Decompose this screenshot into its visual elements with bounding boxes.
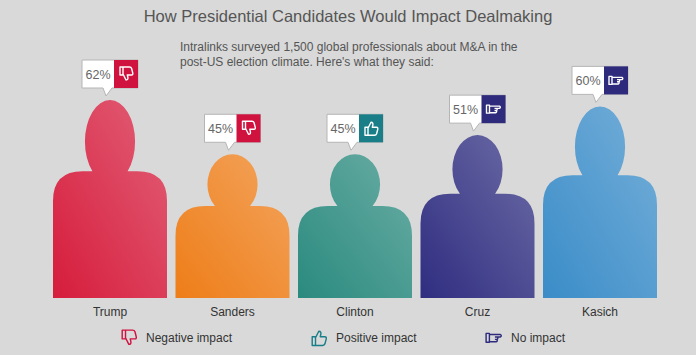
legend-label: Negative impact bbox=[146, 331, 233, 345]
legend-item: Positive impact bbox=[312, 331, 417, 346]
data-label: 51% bbox=[453, 103, 478, 117]
candidate-silhouette bbox=[176, 154, 290, 298]
data-label: 45% bbox=[208, 122, 233, 136]
category-label: Cruz bbox=[465, 305, 490, 319]
candidate-silhouette bbox=[421, 135, 535, 298]
callout-box bbox=[572, 66, 628, 102]
subtitle: Intralinks surveyed 1,500 global profess… bbox=[180, 40, 518, 69]
legend-icon bbox=[486, 333, 501, 342]
legend-icon bbox=[122, 330, 136, 344]
callout-box bbox=[327, 114, 383, 150]
labels: Trump 62% Sanders 45% Clinton 45% Cruz 51% Kasic… bbox=[82, 60, 628, 319]
title: How Presidential Candidates Would Impact… bbox=[144, 7, 553, 25]
category-label: Clinton bbox=[336, 305, 373, 319]
callout-box bbox=[82, 60, 138, 96]
value-callout bbox=[572, 66, 628, 102]
impact-badge bbox=[604, 66, 628, 94]
candidate-silhouette bbox=[53, 100, 167, 298]
impact-icon bbox=[243, 121, 256, 134]
data-label: 62% bbox=[85, 68, 110, 82]
impact-icon bbox=[120, 67, 133, 80]
impact-badge bbox=[114, 60, 138, 88]
legend-label: No impact bbox=[511, 331, 566, 345]
background bbox=[0, 0, 696, 355]
candidate-silhouette bbox=[543, 106, 657, 298]
category-label: Kasich bbox=[582, 305, 618, 319]
impact-badge bbox=[482, 95, 506, 123]
candidate-silhouette bbox=[298, 154, 412, 298]
marks bbox=[53, 100, 657, 298]
legend-item: No impact bbox=[486, 331, 566, 345]
impact-icon bbox=[609, 76, 623, 84]
legend-item: Negative impact bbox=[122, 330, 233, 345]
legend-label: Positive impact bbox=[336, 331, 417, 345]
legend-icon bbox=[312, 331, 326, 345]
category-label: Trump bbox=[93, 305, 128, 319]
value-callout bbox=[82, 60, 138, 96]
impact-icon bbox=[365, 122, 378, 135]
value-callout bbox=[205, 114, 261, 150]
impact-badge bbox=[359, 114, 383, 142]
callout-box bbox=[205, 114, 261, 150]
data-label: 45% bbox=[330, 122, 355, 136]
value-callout bbox=[450, 95, 506, 131]
impact-icon bbox=[487, 105, 501, 113]
category-label: Sanders bbox=[210, 305, 255, 319]
impact-badge bbox=[237, 114, 261, 142]
chart: How Presidential Candidates Would Impact… bbox=[0, 0, 696, 355]
value-callout bbox=[327, 114, 383, 150]
callout-box bbox=[450, 95, 506, 131]
data-label: 60% bbox=[575, 74, 600, 88]
